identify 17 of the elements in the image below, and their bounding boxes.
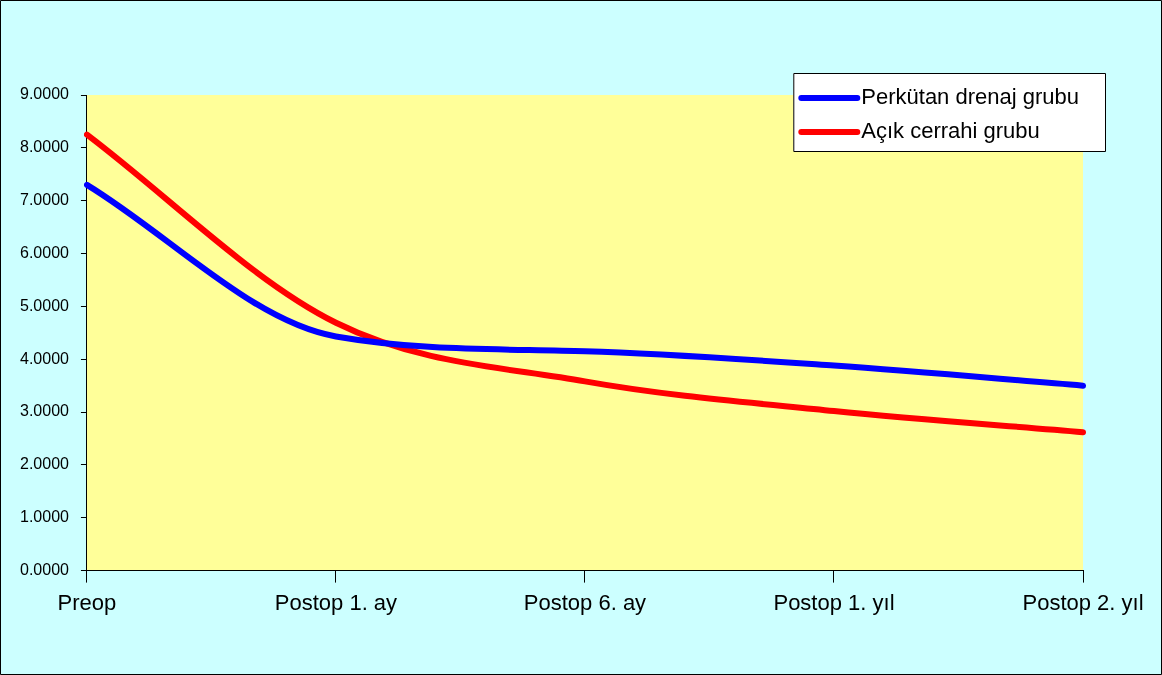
x-tick-label: Postop 1. yıl (773, 589, 895, 615)
y-tick-label: 3.0000 (20, 402, 70, 420)
x-tick-label: Postop 1. ay (274, 589, 398, 615)
y-tick-label: 4.0000 (20, 349, 70, 367)
y-tick-label: 2.0000 (20, 455, 70, 473)
y-tick-label: 9.0000 (20, 85, 70, 103)
y-tick-label: 5.0000 (20, 296, 70, 314)
x-tick-label: Postop 2. yıl (1022, 589, 1144, 615)
legend-label: Perkütan drenaj grubu (861, 84, 1079, 110)
y-tick-label: 6.0000 (20, 243, 70, 261)
y-tick-label: 1.0000 (20, 508, 70, 526)
legend-label: Açık cerrahi grubu (861, 118, 1040, 144)
y-tick-label: 0.0000 (20, 561, 70, 579)
x-tick-label: Postop 6. ay (523, 589, 647, 615)
x-tick-label: Preop (57, 589, 117, 615)
y-tick-label: 7.0000 (20, 191, 70, 209)
y-tick-label: 8.0000 (20, 138, 70, 156)
